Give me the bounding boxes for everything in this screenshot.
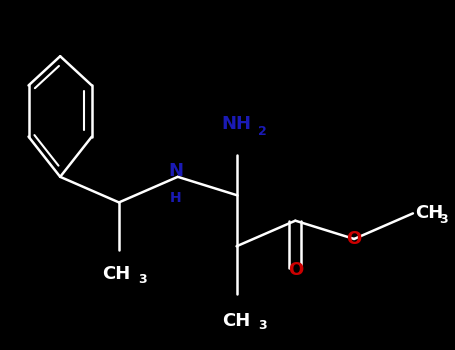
Text: CH: CH [102, 265, 131, 282]
Text: N: N [168, 162, 183, 180]
Text: NH: NH [222, 115, 252, 133]
Text: CH: CH [415, 204, 444, 222]
Text: H: H [170, 191, 181, 205]
Text: 2: 2 [258, 125, 267, 139]
Text: 3: 3 [439, 214, 447, 226]
Text: 3: 3 [258, 319, 267, 332]
Text: CH: CH [222, 312, 251, 330]
Text: 3: 3 [138, 273, 147, 286]
Text: O: O [347, 230, 362, 248]
Text: O: O [288, 261, 303, 279]
